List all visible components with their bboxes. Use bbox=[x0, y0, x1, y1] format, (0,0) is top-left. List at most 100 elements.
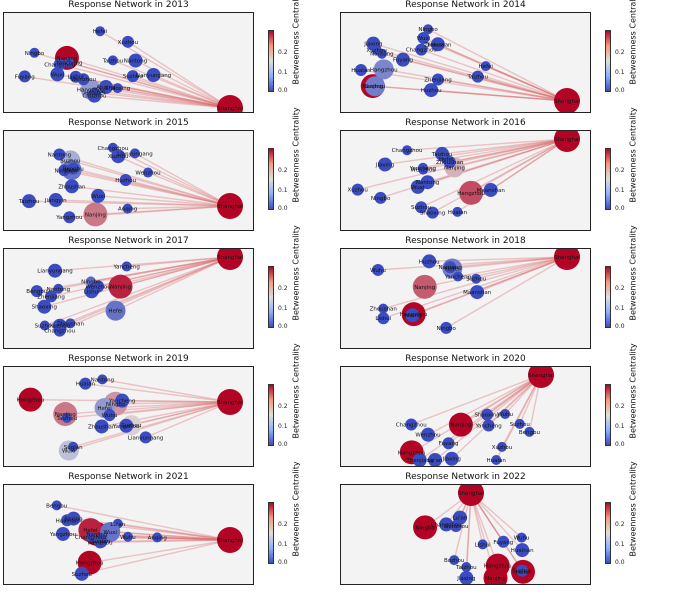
network-edge bbox=[450, 256, 568, 268]
node-label: Hangzhou bbox=[457, 191, 485, 197]
node-label: Ningbo bbox=[55, 168, 75, 174]
node-label: Nanjing bbox=[362, 84, 383, 90]
network-node bbox=[528, 367, 554, 388]
node-label: Jiaxing bbox=[363, 42, 382, 48]
colorbar-tick-label: 0.1 bbox=[278, 69, 288, 76]
colorbar bbox=[605, 384, 611, 446]
colorbar bbox=[268, 30, 274, 92]
node-label: Lishui bbox=[84, 289, 100, 295]
network-node bbox=[554, 249, 580, 270]
node-label: Yangzhou bbox=[49, 532, 76, 538]
network-edge bbox=[452, 256, 568, 270]
network-node bbox=[497, 535, 510, 548]
network-node bbox=[95, 26, 106, 37]
network-edge bbox=[132, 75, 231, 109]
node-label: Anqing bbox=[118, 207, 137, 213]
network-node bbox=[89, 87, 100, 98]
node-label: Shaoxing bbox=[32, 305, 57, 311]
network-edge bbox=[372, 85, 568, 102]
node-label: Suzhou bbox=[411, 205, 431, 211]
network-node bbox=[440, 321, 453, 334]
node-label: Yancheng bbox=[474, 424, 501, 430]
network-node bbox=[146, 67, 161, 82]
network-node bbox=[491, 455, 502, 465]
network-edge bbox=[427, 28, 568, 102]
network-edge bbox=[501, 374, 542, 448]
network-edge bbox=[470, 492, 524, 573]
network-edge bbox=[59, 153, 231, 207]
node-label: Ningbo bbox=[415, 525, 435, 531]
node-label: Changzhou bbox=[431, 522, 462, 528]
node-label: Nanjing bbox=[86, 532, 107, 538]
network-plot-area: Shanghai Nanjing Hangzhou Yancheng Xuzhou Wux… bbox=[3, 12, 254, 113]
network-node bbox=[496, 441, 507, 452]
node-label: Hangzhou bbox=[400, 312, 428, 318]
network-node bbox=[515, 543, 530, 558]
network-node bbox=[430, 37, 445, 52]
node-label: Changzhou bbox=[44, 62, 75, 68]
node-label: Nanjing bbox=[414, 285, 435, 291]
network-edge bbox=[127, 41, 231, 109]
node-label: Ningbo bbox=[106, 402, 126, 408]
node-label: Bengbu bbox=[63, 167, 84, 173]
node-label: Yancheng bbox=[108, 399, 135, 405]
network-edge bbox=[44, 256, 231, 308]
network-edge bbox=[432, 138, 568, 214]
node-label: Shaoxing bbox=[420, 211, 445, 217]
colorbar-tick-label: 0.2 bbox=[615, 403, 625, 410]
network-edge bbox=[117, 87, 231, 109]
colorbar-tick-label: 0.0 bbox=[278, 323, 288, 330]
node-label: Jiaxing bbox=[456, 576, 475, 582]
network-edge bbox=[99, 30, 231, 109]
node-label: Suzhou bbox=[60, 158, 80, 164]
node-label: Lu'an bbox=[110, 522, 125, 528]
network-node bbox=[412, 274, 437, 299]
node-label: Shanghai bbox=[554, 137, 580, 143]
network-panel: Response Network in 2020 Shanghai Hangzhou… bbox=[340, 343, 670, 472]
network-edge bbox=[66, 401, 231, 419]
node-label: Wenzhou bbox=[135, 171, 160, 177]
network-node bbox=[439, 517, 454, 532]
node-label: Ningbo bbox=[418, 27, 438, 33]
node-label: Zhenjiang bbox=[406, 458, 434, 464]
network-node bbox=[482, 419, 495, 432]
network-edge bbox=[127, 536, 231, 541]
node-label: Hefei bbox=[439, 157, 454, 163]
network-edge bbox=[36, 256, 231, 292]
network-edge bbox=[437, 43, 568, 102]
network-node bbox=[121, 261, 132, 272]
node-label: Fuyang bbox=[393, 58, 413, 64]
network-edge bbox=[407, 138, 568, 151]
network-node bbox=[105, 300, 126, 321]
node-label: Shanghai bbox=[217, 538, 243, 544]
node-label: Wuxi bbox=[103, 530, 117, 536]
network-node bbox=[103, 409, 116, 422]
network-edge bbox=[127, 205, 231, 210]
network-edge bbox=[420, 138, 568, 208]
node-label: Lianyungang bbox=[136, 73, 172, 79]
network-node bbox=[500, 408, 511, 419]
network-node bbox=[524, 426, 535, 437]
node-label: Huzhou bbox=[421, 88, 442, 94]
network-edge bbox=[417, 138, 568, 188]
network-node bbox=[481, 408, 494, 421]
network-edge bbox=[412, 256, 568, 316]
edge-group bbox=[28, 147, 231, 218]
network-node bbox=[453, 510, 468, 525]
network-edge bbox=[451, 374, 542, 460]
network-node bbox=[217, 95, 243, 112]
colorbar-tick-label: 0.2 bbox=[615, 49, 625, 56]
colorbar-tick-label: 0.2 bbox=[615, 167, 625, 174]
node-label: Suzhou bbox=[121, 423, 141, 429]
network-edge bbox=[476, 256, 568, 280]
network-edge bbox=[71, 169, 231, 207]
network-node bbox=[442, 437, 455, 450]
node-label: Xuzhou bbox=[366, 48, 386, 54]
network-plot-area: Shanghai Hangzhou Nanjing Wuhu Hefei Suzhou Lu… bbox=[3, 484, 254, 585]
colorbar-tick-label: 0.1 bbox=[278, 541, 288, 548]
network-graph: Shanghai Hangzhou Nanjing Changzhou Xuzhou Wu… bbox=[347, 131, 580, 219]
network-edge bbox=[24, 75, 231, 109]
node-label: Changzhou bbox=[396, 423, 427, 429]
node-label: Zhenjiang bbox=[424, 77, 452, 83]
node-label: Suqian bbox=[64, 445, 83, 451]
